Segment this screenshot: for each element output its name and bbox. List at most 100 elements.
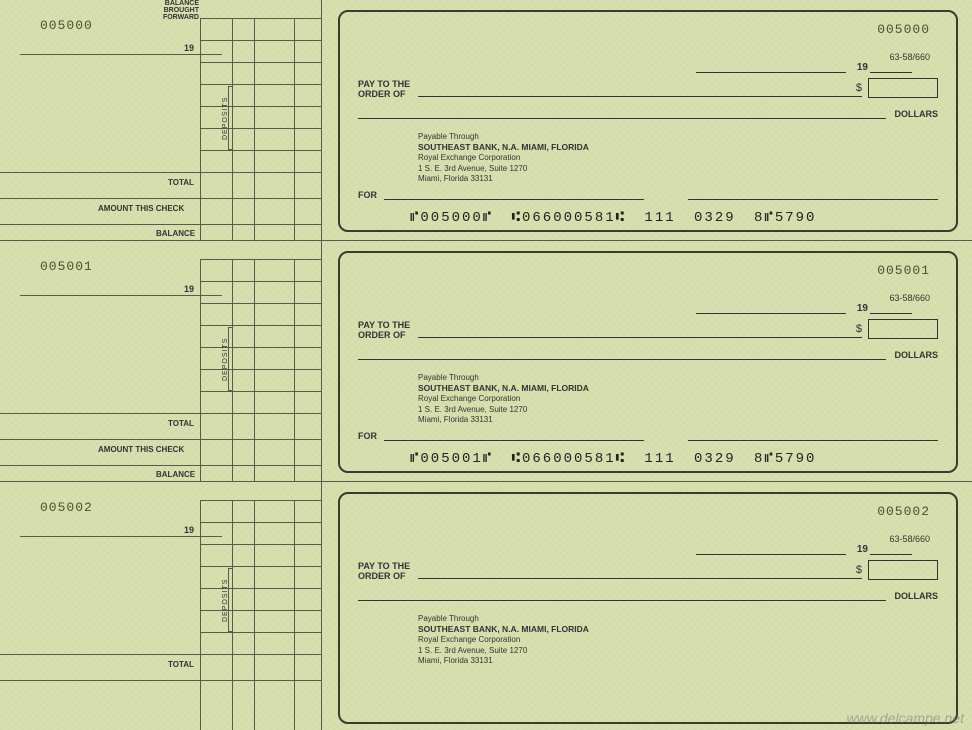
payable-through-label: Payable Through [418, 614, 589, 624]
grid-hline [0, 465, 322, 466]
payable-through-label: Payable Through [418, 132, 589, 142]
grid-vline [254, 500, 255, 730]
grid-vline [294, 18, 295, 240]
grid-hline [200, 84, 322, 85]
grid-vline [232, 18, 233, 240]
check-body: 005000 63-58/660 19 PAY TO THE ORDER OF … [338, 10, 958, 232]
written-amount-line [358, 359, 886, 360]
date-line [696, 313, 846, 314]
memo-line [384, 199, 644, 200]
payable-through-label: Payable Through [418, 373, 589, 383]
check-number: 005000 [877, 22, 930, 37]
date-line [696, 554, 846, 555]
routing-fraction: 63-58/660 [889, 293, 930, 303]
payee-line [418, 96, 862, 97]
grid-hline [0, 198, 322, 199]
bank-address-1: 1 S. E. 3rd Avenue, Suite 1270 [418, 405, 589, 415]
grid-hline [200, 500, 322, 501]
total-label: TOTAL [168, 178, 194, 187]
grid-hline [200, 18, 322, 19]
bank-address-1: 1 S. E. 3rd Avenue, Suite 1270 [418, 164, 589, 174]
signature-line [688, 440, 938, 441]
grid-hline [200, 544, 322, 545]
micr-line: ⑈005001⑈ ⑆066000581⑆ 111 0329 8⑈5790 [410, 451, 816, 467]
grid-vline [294, 259, 295, 481]
corporation-name: Royal Exchange Corporation [418, 394, 589, 404]
deposits-label: DEPOSITS [222, 338, 229, 381]
bank-address-2: Miami, Florida 33131 [418, 656, 589, 666]
payee-line [418, 337, 862, 338]
check-stub: 005001 19 DEPOSITS TO [0, 241, 322, 481]
dollars-label: DOLLARS [895, 350, 939, 360]
routing-fraction: 63-58/660 [889, 52, 930, 62]
amount-box [868, 78, 938, 98]
grid-hline [0, 654, 322, 655]
grid-hline [200, 610, 322, 611]
check-row: 005000 BALANCE BROUGHT FORWARD 19 [0, 0, 972, 241]
check-row: 005001 19 DEPOSITS TO [0, 241, 972, 482]
grid-hline [200, 259, 322, 260]
order-of-label: ORDER OF [358, 571, 406, 581]
total-label: TOTAL [168, 660, 194, 669]
written-amount-line [358, 600, 886, 601]
grid-hline [0, 224, 322, 225]
date-line [696, 72, 846, 73]
written-amount-line [358, 118, 886, 119]
amount-this-check-label: AMOUNT THIS CHECK [98, 204, 184, 213]
pay-to-label: PAY TO THE [358, 561, 410, 571]
bank-name: SOUTHEAST BANK, N.A. MIAMI, FLORIDA [418, 383, 589, 394]
corporation-name: Royal Exchange Corporation [418, 635, 589, 645]
dollar-sign: $ [856, 82, 862, 94]
order-of-label: ORDER OF [358, 89, 406, 99]
grid-hline [200, 632, 322, 633]
bank-address-1: 1 S. E. 3rd Avenue, Suite 1270 [418, 646, 589, 656]
bank-address-block: Payable Through SOUTHEAST BANK, N.A. MIA… [418, 132, 589, 185]
grid-hline [200, 347, 322, 348]
grid-vline [232, 259, 233, 481]
grid-hline [200, 566, 322, 567]
bank-address-2: Miami, Florida 33131 [418, 174, 589, 184]
grid-vline [200, 500, 201, 730]
bank-address-2: Miami, Florida 33131 [418, 415, 589, 425]
grid-hline [200, 40, 322, 41]
grid-hline [0, 439, 322, 440]
stub-grid [0, 482, 322, 730]
pay-to-label: PAY TO THE [358, 79, 410, 89]
grid-hline [200, 369, 322, 370]
balance-label: BALANCE [156, 470, 195, 479]
pay-to-order-label: PAY TO THE ORDER OF [358, 562, 410, 582]
deposits-label: DEPOSITS [222, 97, 229, 140]
deposits-label: DEPOSITS [222, 579, 229, 622]
grid-hline [200, 391, 322, 392]
pay-to-label: PAY TO THE [358, 320, 410, 330]
payee-line [418, 578, 862, 579]
bank-name: SOUTHEAST BANK, N.A. MIAMI, FLORIDA [418, 624, 589, 635]
grid-hline [200, 62, 322, 63]
grid-vline [254, 18, 255, 240]
micr-line: ⑈005000⑈ ⑆066000581⑆ 111 0329 8⑈5790 [410, 210, 816, 226]
memo-line [384, 440, 644, 441]
date-prefix: 19 [857, 544, 868, 555]
grid-hline [200, 150, 322, 151]
grid-hline [0, 172, 322, 173]
amount-box [868, 560, 938, 580]
grid-vline [232, 500, 233, 730]
dollar-sign: $ [856, 564, 862, 576]
check-stub: 005000 BALANCE BROUGHT FORWARD 19 [0, 0, 322, 240]
check-row: 005002 19 DEPOSITS TOTAL [0, 482, 972, 730]
watermark: www.delcampe.net [846, 710, 964, 726]
grid-hline [200, 522, 322, 523]
grid-hline [200, 303, 322, 304]
grid-vline [254, 259, 255, 481]
grid-hline [200, 128, 322, 129]
check-number: 005001 [877, 263, 930, 278]
grid-hline [0, 680, 322, 681]
date-year-line [870, 72, 912, 73]
date-year-line [870, 313, 912, 314]
grid-vline [200, 259, 201, 481]
balance-label: BALANCE [156, 229, 195, 238]
for-label: FOR [358, 190, 377, 200]
check-sheet: 005000 BALANCE BROUGHT FORWARD 19 [0, 0, 972, 730]
check-body: 005001 63-58/660 19 PAY TO THE ORDER OF … [338, 251, 958, 473]
date-prefix: 19 [857, 303, 868, 314]
